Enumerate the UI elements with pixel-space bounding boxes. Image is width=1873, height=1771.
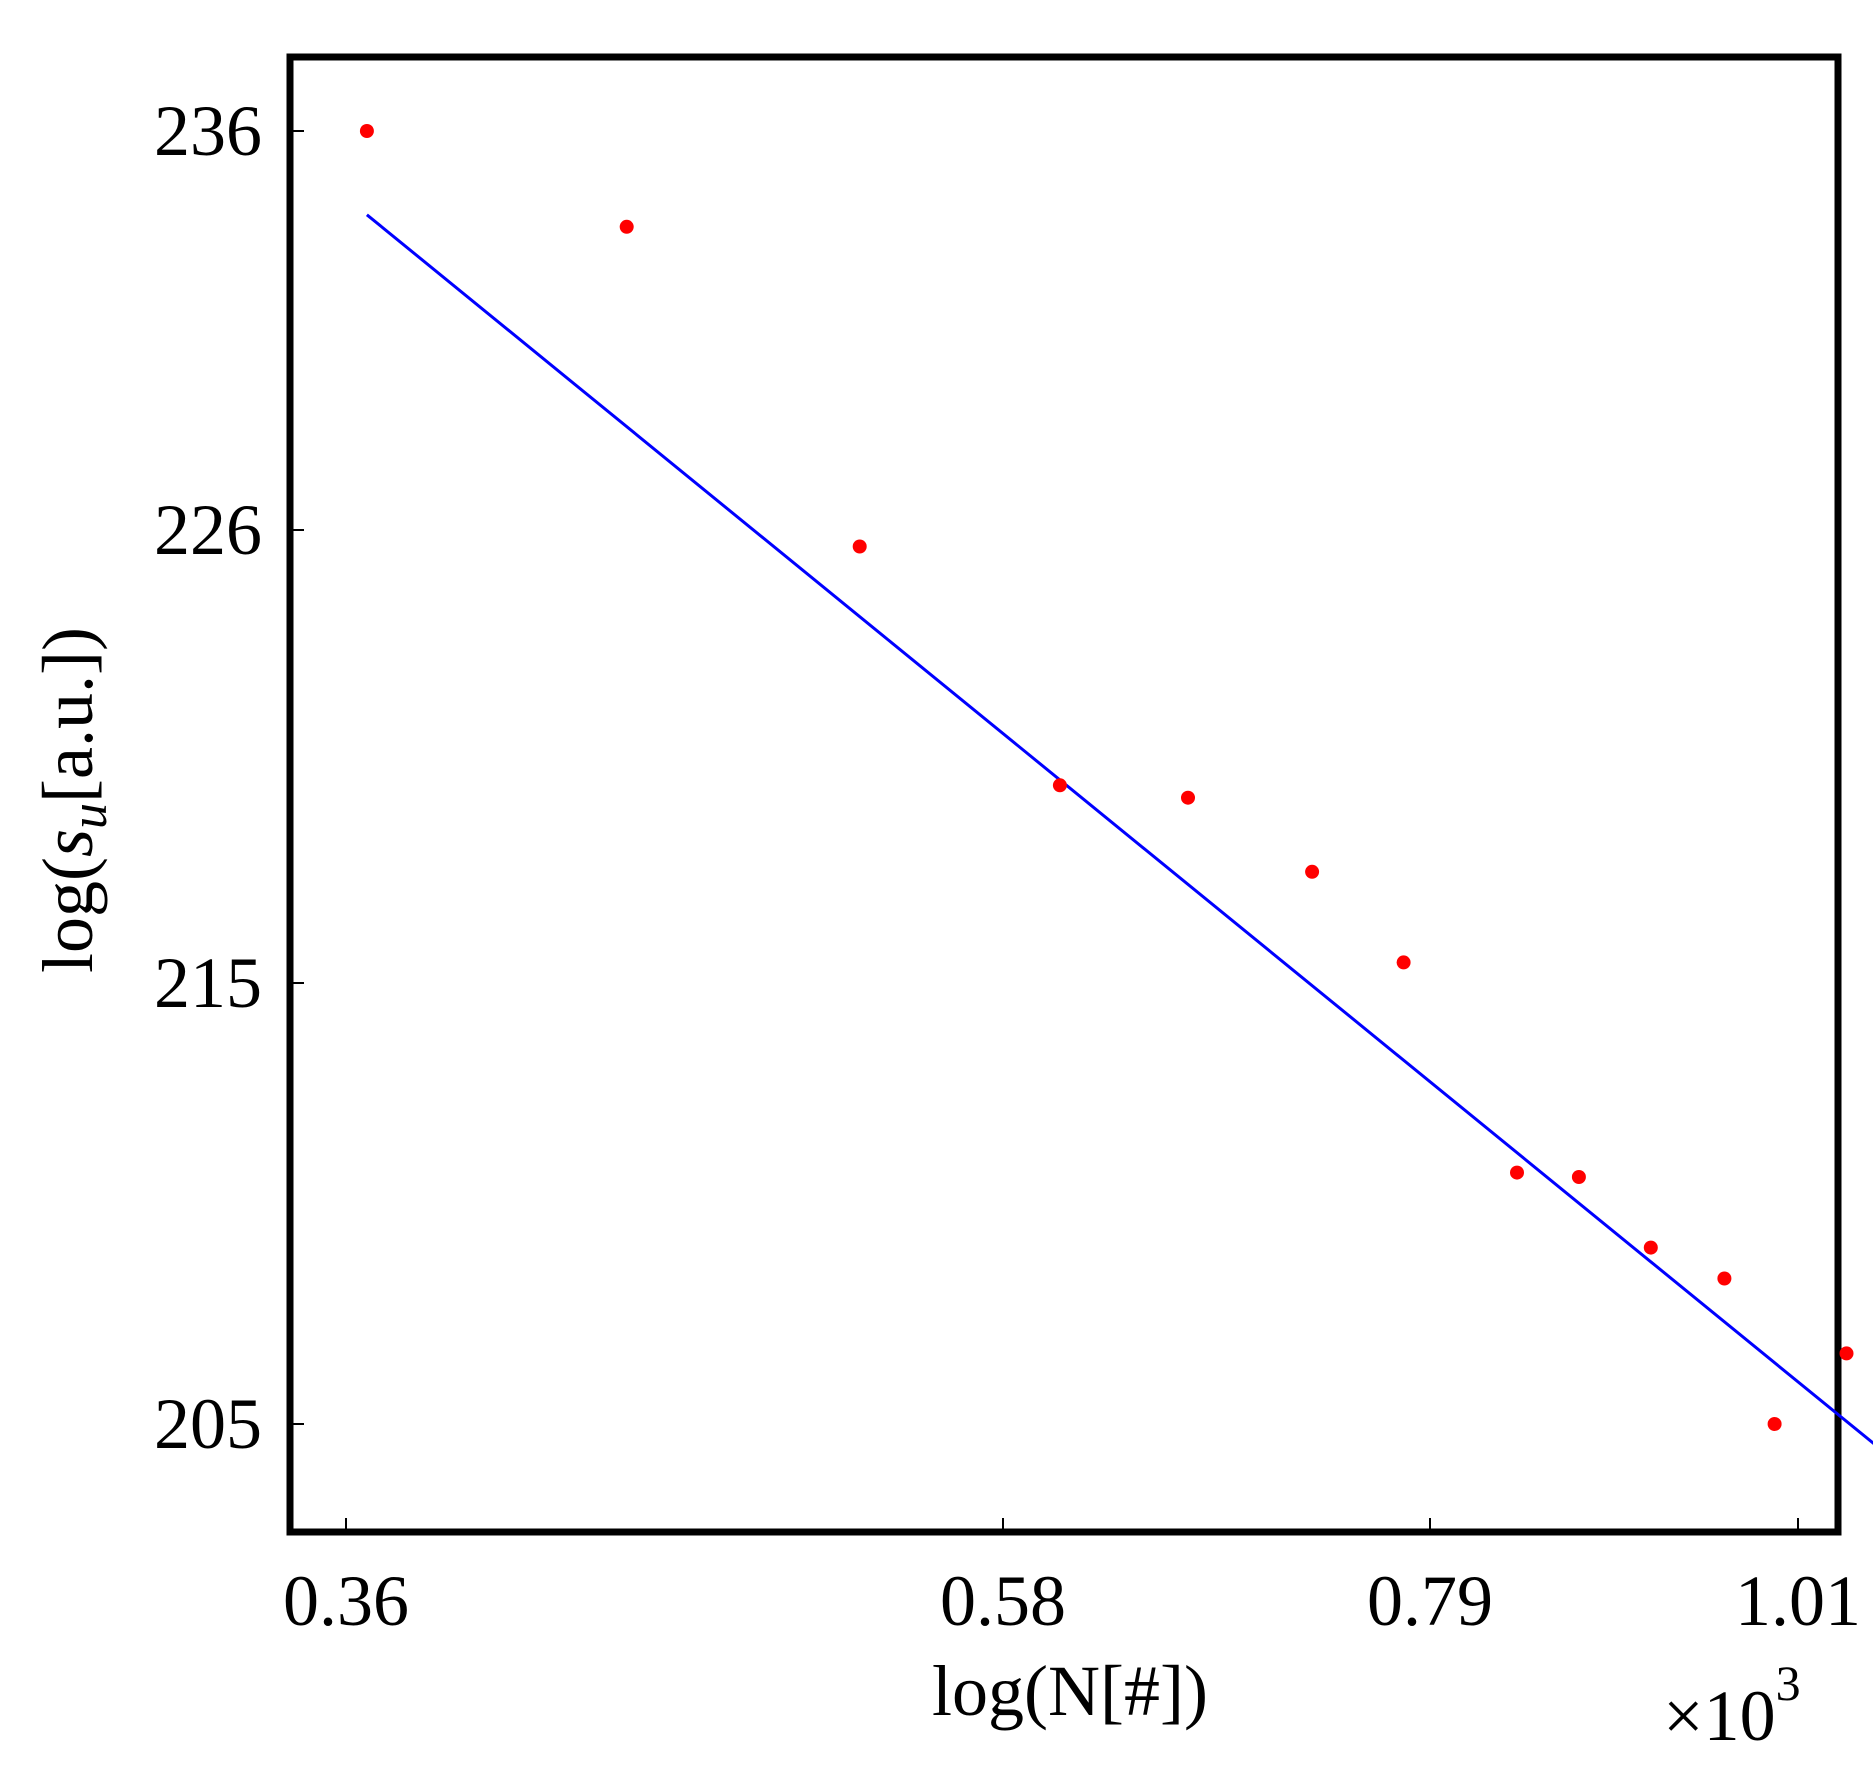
y-axis-label-prefix: log( [28,857,108,973]
y-axis-label-symbol: s [28,829,108,857]
x-axis-multiplier-exponent: 3 [1776,1655,1801,1711]
data-point [1717,1271,1732,1286]
y-axis-label: log(su[a.u.]) [28,627,118,973]
fit-line [365,213,1873,1445]
data-point [619,219,634,234]
y-axis-label-suffix: [a.u.]) [28,627,108,803]
data-point [1571,1170,1586,1184]
x-tick-label: 1.01 [1735,1561,1861,1641]
x-axis-multiplier: ×103 [1663,1655,1801,1756]
data-point [1181,790,1195,805]
y-tick-label: 215 [154,943,262,1023]
data-point [1643,1240,1658,1255]
x-tick-label: 0.58 [940,1561,1066,1641]
data-point [852,539,867,554]
labels-layer: log(N[#]) log(su[a.u.]) ×103 [28,627,1801,1756]
data-point [1396,955,1411,970]
data-point [1839,1346,1854,1361]
x-axis-multiplier-base: ×10 [1663,1676,1776,1756]
y-tick-label: 226 [154,490,262,570]
data-point [1305,864,1320,879]
data-point [359,124,374,138]
y-axis-label-subscript: u [61,803,118,829]
data-point [1510,1165,1524,1180]
data-point [1767,1417,1782,1431]
plot-frame [286,53,1842,1536]
series-layer [359,124,1873,1445]
x-tick-label: 0.79 [1367,1561,1493,1641]
x-axis-label: log(N[#]) [932,1651,1208,1731]
data-point [1052,778,1067,793]
x-tick-label: 0.36 [283,1561,409,1641]
y-tick-label: 236 [154,91,262,171]
y-tick-label: 205 [154,1384,262,1464]
axes: 0.36 0.58 0.79 1.01 205 215 226 236 [154,53,1861,1641]
